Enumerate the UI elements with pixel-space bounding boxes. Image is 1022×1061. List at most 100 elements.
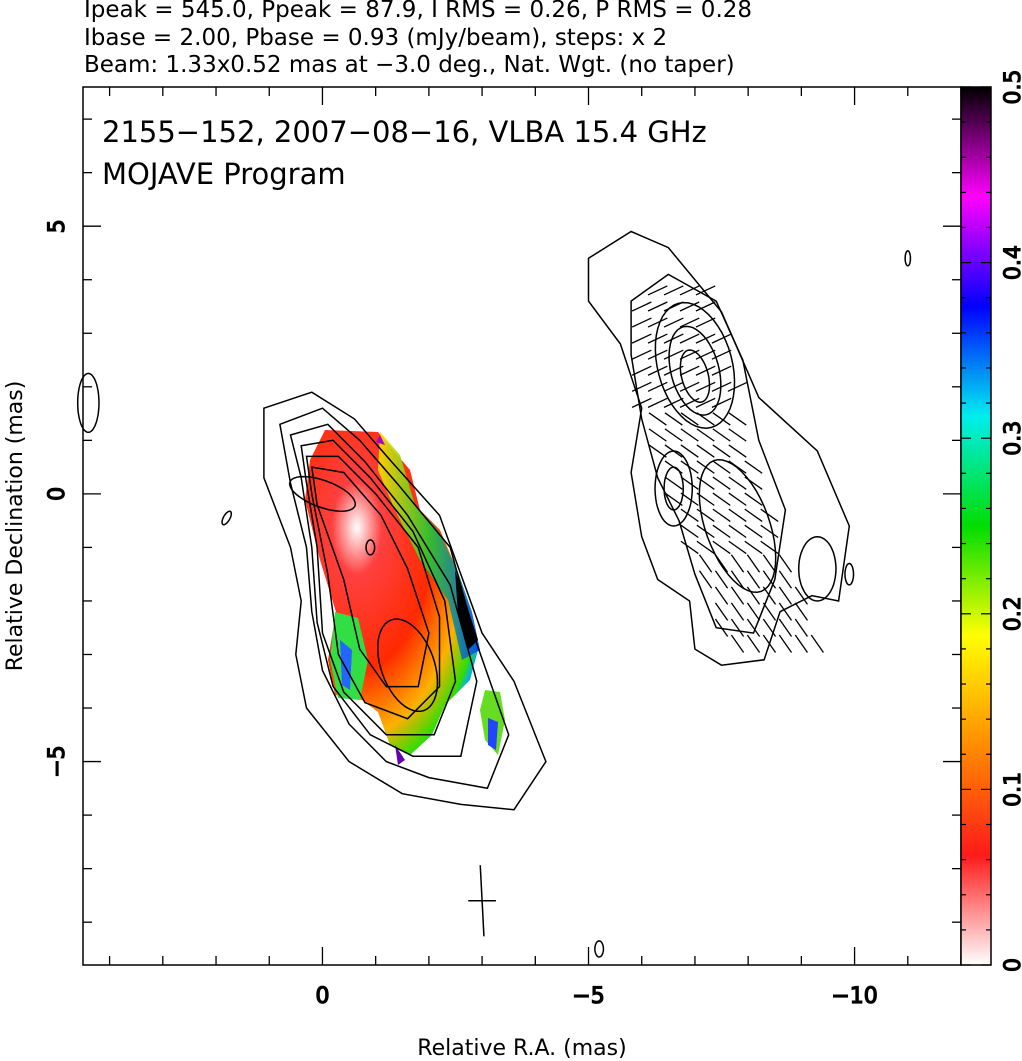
evpa-vector (728, 492, 747, 506)
evpa-vector (714, 602, 729, 621)
polarization-vectors (631, 285, 824, 653)
contour-level (289, 423, 478, 757)
colorbar-tick-label: 0.2 (1001, 596, 1022, 631)
evpa-vector (696, 524, 715, 539)
y-tick-label: 5 (45, 219, 70, 233)
evpa-vector (728, 540, 747, 555)
evpa-vector (647, 333, 668, 344)
evpa-vector (778, 602, 793, 621)
evpa-vector (696, 460, 715, 474)
evpa-vector (679, 365, 700, 376)
evpa-vector (746, 586, 761, 605)
evpa-vector (762, 618, 777, 637)
evpa-vector (714, 586, 729, 605)
evpa-vector (679, 333, 700, 344)
evpa-vector (680, 492, 699, 506)
evpa-vector (680, 540, 699, 555)
evpa-vector (760, 524, 779, 539)
contour-level (654, 301, 736, 429)
evpa-vector (698, 554, 713, 573)
evpa-vector (679, 397, 700, 408)
contour-level (221, 510, 233, 526)
colorbar-tick-label: 0 (1001, 958, 1022, 972)
contour-level (679, 349, 711, 403)
evpa-vector (631, 301, 652, 312)
evpa-vector (762, 602, 777, 621)
evpa-vector (730, 570, 745, 589)
evpa-vector (648, 428, 667, 442)
evpa-vector (728, 476, 747, 490)
evpa-vector (730, 554, 745, 573)
evpa-vector (695, 381, 716, 392)
evpa-vector (679, 349, 700, 360)
evpa-vector (696, 492, 715, 506)
evpa-vector (647, 285, 668, 296)
colorbar-tick-label: 0.1 (1001, 772, 1022, 807)
contour-level (668, 325, 722, 416)
evpa-vector (760, 540, 779, 555)
evpa-vector (746, 554, 761, 573)
evpa-vector (647, 365, 668, 376)
evpa-vector (680, 508, 699, 522)
evpa-vector (664, 412, 683, 426)
evpa-vector (631, 349, 652, 360)
evpa-vector (714, 554, 729, 573)
evpa-vector (648, 412, 667, 426)
evpa-vector (730, 634, 745, 653)
evpa-vector (794, 602, 809, 621)
evpa-vector (712, 524, 731, 539)
evpa-vector (711, 381, 732, 392)
contour-level (279, 407, 510, 790)
evpa-vector (695, 397, 716, 408)
evpa-vector (680, 476, 699, 490)
evpa-vector (744, 540, 763, 555)
evpa-vector (712, 492, 731, 506)
contour-level (654, 450, 694, 527)
evpa-vector (712, 460, 731, 474)
evpa-vector (664, 460, 683, 474)
colorbar-ticks: 0 0.1 0.2 0.3 0.4 0.5 (961, 69, 1022, 973)
evpa-vector (714, 618, 729, 637)
evpa-vector (794, 618, 809, 637)
evpa-vector (746, 618, 761, 637)
evpa-vector (744, 460, 763, 474)
contour-level (663, 466, 684, 511)
evpa-vector (695, 333, 716, 344)
evpa-vector (698, 570, 713, 589)
contour-level (630, 273, 787, 634)
x-tick-label: −10 (831, 984, 877, 1009)
evpa-vector (648, 444, 667, 458)
evpa-vector (680, 412, 699, 426)
evpa-vector (663, 285, 684, 296)
evpa-vector (760, 508, 779, 522)
evpa-vector (762, 634, 777, 653)
evpa-vector (728, 412, 747, 426)
colorbar (960, 86, 992, 966)
restoring-beam (468, 865, 496, 937)
contour-level (587, 230, 851, 666)
evpa-vector (663, 381, 684, 392)
evpa-vector (679, 317, 700, 328)
evpa-vector (712, 428, 731, 442)
plot-title-line-1: 2155−152, 2007−08−16, VLBA 15.4 GHz (102, 115, 707, 149)
evpa-vector (712, 540, 731, 555)
evpa-vector (696, 412, 715, 426)
evpa-vector (728, 508, 747, 522)
evpa-vector (647, 381, 668, 392)
evpa-vector (762, 554, 777, 573)
evpa-vector (696, 444, 715, 458)
evpa-vector (696, 476, 715, 490)
evpa-vector (664, 444, 683, 458)
evpa-vector (647, 317, 668, 328)
evpa-vector (647, 397, 668, 408)
evpa-vector (778, 618, 793, 637)
evpa-vector (744, 492, 763, 506)
evpa-vector (663, 365, 684, 376)
contour-level (377, 618, 439, 713)
y-axis-label: Relative Declination (mas) (3, 381, 28, 672)
x-axis-label: Relative R.A. (mas) (417, 1036, 626, 1061)
plot-frame (82, 86, 962, 966)
contour-level (263, 391, 547, 811)
evpa-vector (744, 476, 763, 490)
evpa-vector (746, 634, 761, 653)
